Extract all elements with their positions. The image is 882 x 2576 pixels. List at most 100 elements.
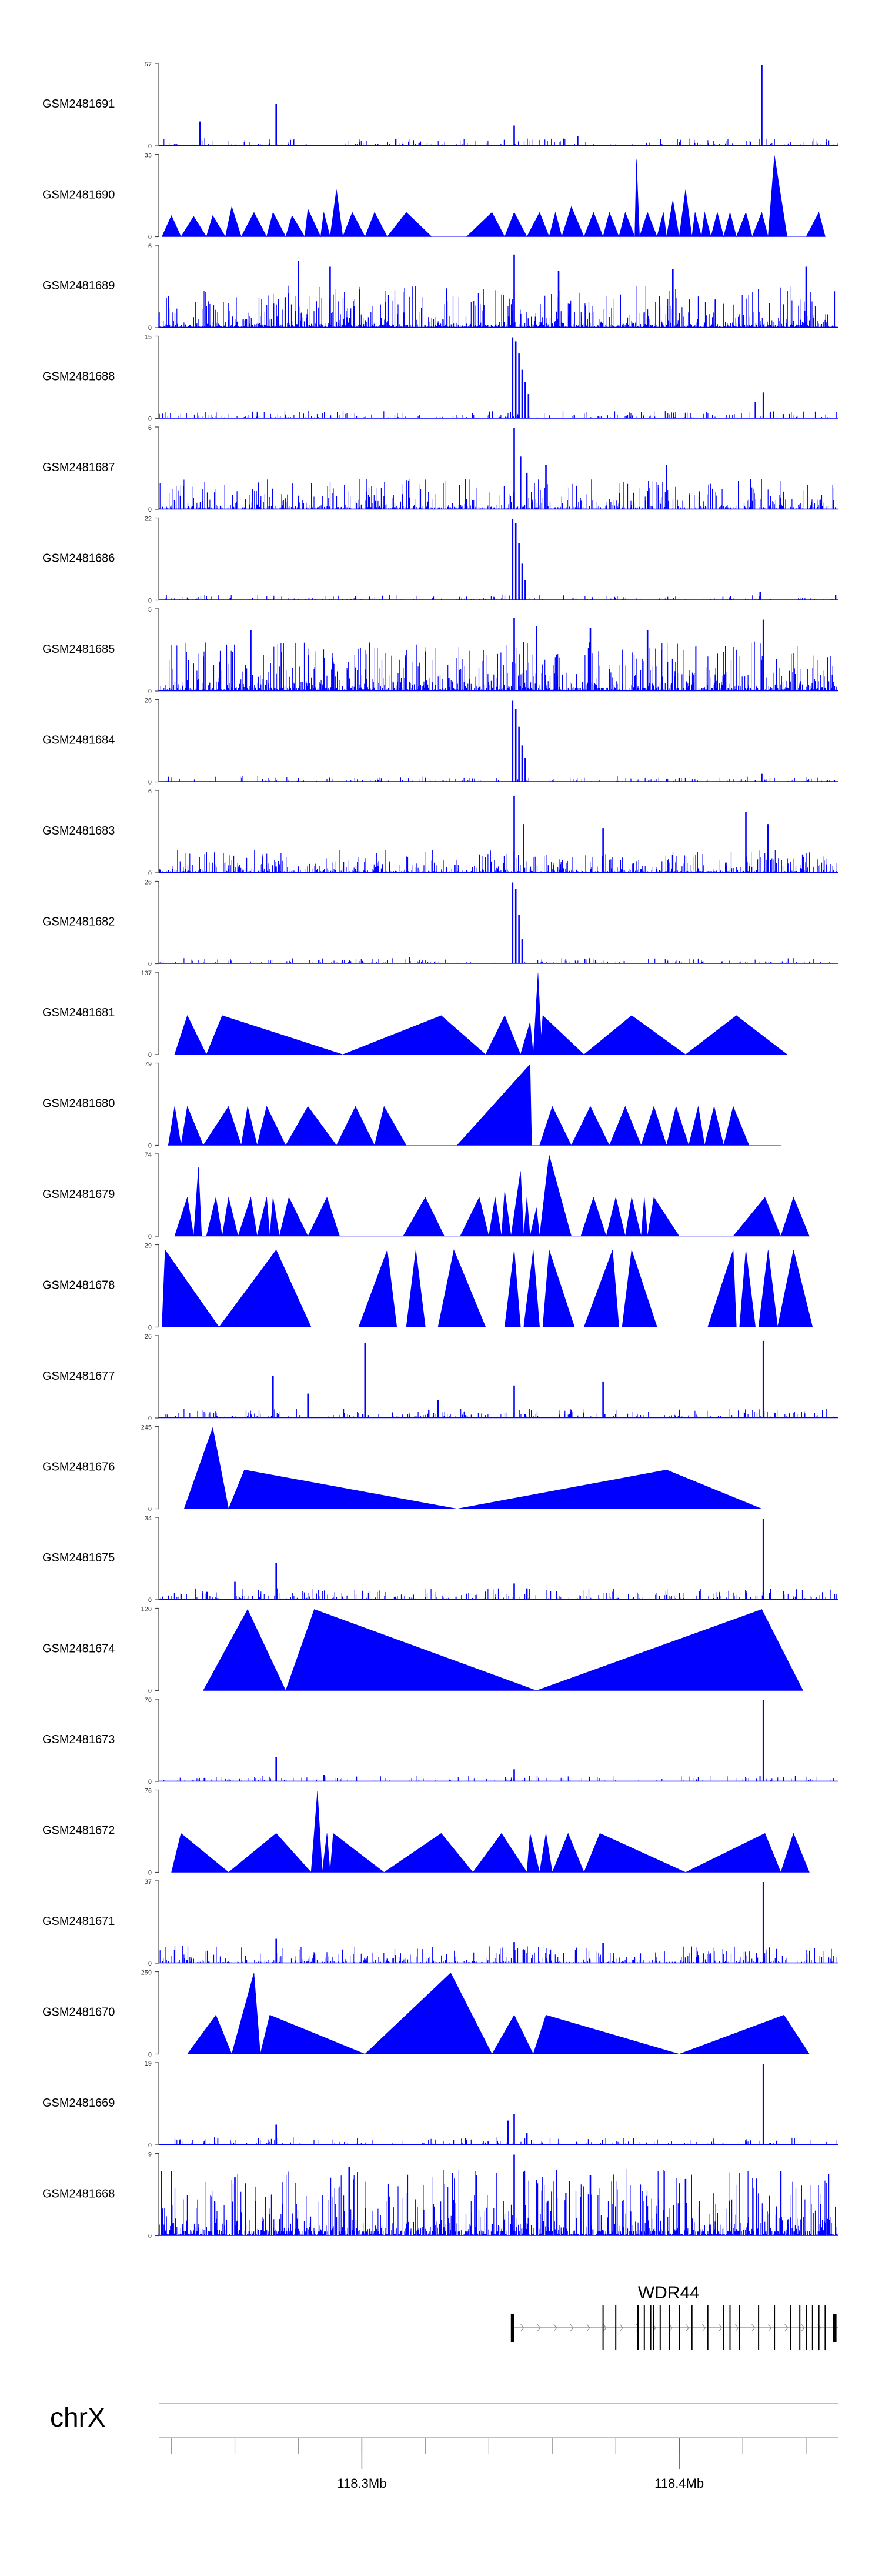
signal-peak [307, 1393, 309, 1418]
y-max-label: 6 [148, 425, 152, 432]
y-min-label: 0 [148, 1233, 152, 1240]
y-min-label: 0 [148, 688, 152, 695]
track-GSM2481674: GSM2481674 120 0 [42, 1606, 804, 1695]
exon-mark [729, 2305, 731, 2350]
exon-mark [799, 2305, 801, 2350]
y-min-label: 0 [148, 1052, 152, 1059]
y-min-label: 0 [148, 506, 152, 513]
y-max-label: 33 [145, 152, 152, 159]
track-label: GSM2481684 [42, 734, 115, 747]
y-max-label: 19 [145, 2060, 152, 2067]
track-label: GSM2481675 [42, 1551, 115, 1564]
track-GSM2481668: GSM2481668 9 0 [42, 2151, 838, 2240]
track-label: GSM2481683 [42, 825, 115, 837]
signal-peak [234, 1581, 236, 1600]
signal-peak [521, 369, 523, 419]
signal-peak [646, 630, 649, 691]
exon-mark [790, 2305, 791, 2350]
y-min-label: 0 [148, 2051, 152, 2058]
strand-arrow [603, 2324, 607, 2332]
y-min-label: 0 [148, 1143, 152, 1150]
signal-peak [513, 125, 515, 146]
y-max-label: 26 [145, 1333, 152, 1340]
strand-arrow [586, 2324, 590, 2332]
strand-arrow [636, 2324, 640, 2332]
signal-peak [171, 2171, 172, 2236]
y-min-label: 0 [148, 2233, 152, 2240]
track-GSM2481681: GSM2481681 137 0 [42, 970, 788, 1059]
exon-mark [739, 2305, 740, 2350]
signal-peak [514, 709, 517, 782]
signal-peak [275, 104, 277, 146]
gene-name-label: WDR44 [638, 2283, 700, 2303]
signal-peak [514, 341, 517, 419]
signal-peak [521, 745, 523, 782]
signal-peak [329, 266, 331, 328]
track-GSM2481688: GSM2481688 15 0 [42, 334, 838, 423]
track-GSM2481677: GSM2481677 26 0 [42, 1333, 838, 1422]
y-max-label: 57 [145, 61, 152, 68]
signal-bars [159, 2137, 837, 2145]
signal-peak [518, 353, 520, 419]
signal-peak [275, 2124, 277, 2145]
signal-peak [518, 915, 520, 964]
signal-area [203, 1609, 804, 1691]
y-min-label: 0 [148, 234, 152, 241]
track-label: GSM2481671 [42, 1915, 115, 1928]
signal-bars [163, 1776, 834, 1781]
track-label: GSM2481681 [42, 1006, 115, 1019]
track-GSM2481678: GSM2481678 29 0 [42, 1243, 813, 1332]
signal-peak [527, 394, 530, 419]
y-max-label: 9 [148, 2151, 152, 2158]
track-GSM2481686: GSM2481686 22 0 [42, 516, 838, 605]
track-GSM2481679: GSM2481679 74 0 [42, 1152, 810, 1240]
signal-peak [512, 519, 514, 600]
signal-peak [199, 121, 201, 146]
track-label: GSM2481682 [42, 916, 115, 929]
signal-peak [761, 773, 763, 782]
signal-peak [513, 1769, 515, 1781]
track-label: GSM2481670 [42, 2006, 115, 2019]
signal-peak [272, 1376, 274, 1418]
signal-peak [602, 828, 604, 873]
signal-peak [512, 700, 514, 782]
signal-peak [507, 2120, 509, 2145]
signal-peak [762, 1519, 764, 1600]
track-label: GSM2481686 [42, 552, 115, 565]
track-label: GSM2481668 [42, 2188, 115, 2201]
y-min-label: 0 [148, 598, 152, 605]
y-min-label: 0 [148, 1960, 152, 1967]
signal-peak [557, 271, 560, 328]
y-min-label: 0 [148, 870, 152, 877]
track-GSM2481689: GSM2481689 6 0 [42, 243, 838, 332]
y-max-label: 26 [145, 698, 152, 705]
signal-peak [762, 1340, 764, 1418]
strand-arrow [669, 2324, 673, 2332]
signal-peak [536, 626, 537, 691]
track-label: GSM2481688 [42, 371, 115, 383]
y-max-label: 137 [141, 970, 152, 977]
signal-area [187, 1973, 810, 2055]
exon-mark [643, 2305, 645, 2350]
track-label: GSM2481674 [42, 1643, 115, 1656]
track-GSM2481672: GSM2481672 76 0 [42, 1788, 810, 1877]
y-max-label: 74 [145, 1152, 152, 1159]
signal-peak [513, 2114, 515, 2145]
signal-peak [745, 812, 747, 873]
chromosome-label: chrX [50, 2402, 106, 2432]
track-label: GSM2481677 [42, 1370, 115, 1383]
y-max-label: 6 [148, 788, 152, 795]
signal-bars [158, 285, 837, 328]
track-GSM2481671: GSM2481671 37 0 [42, 1878, 838, 1967]
signal-peak [762, 1882, 764, 1963]
y-max-label: 26 [145, 879, 152, 886]
signal-bars [159, 776, 836, 782]
signal-peak [805, 266, 807, 328]
signal-peak [589, 2175, 592, 2236]
signal-peak [523, 824, 524, 873]
track-GSM2481670: GSM2481670 259 0 [42, 1970, 810, 2058]
y-max-label: 22 [145, 516, 152, 523]
strand-arrow [768, 2324, 772, 2332]
exon-mark [510, 2314, 514, 2342]
signal-bars [158, 1409, 834, 1418]
